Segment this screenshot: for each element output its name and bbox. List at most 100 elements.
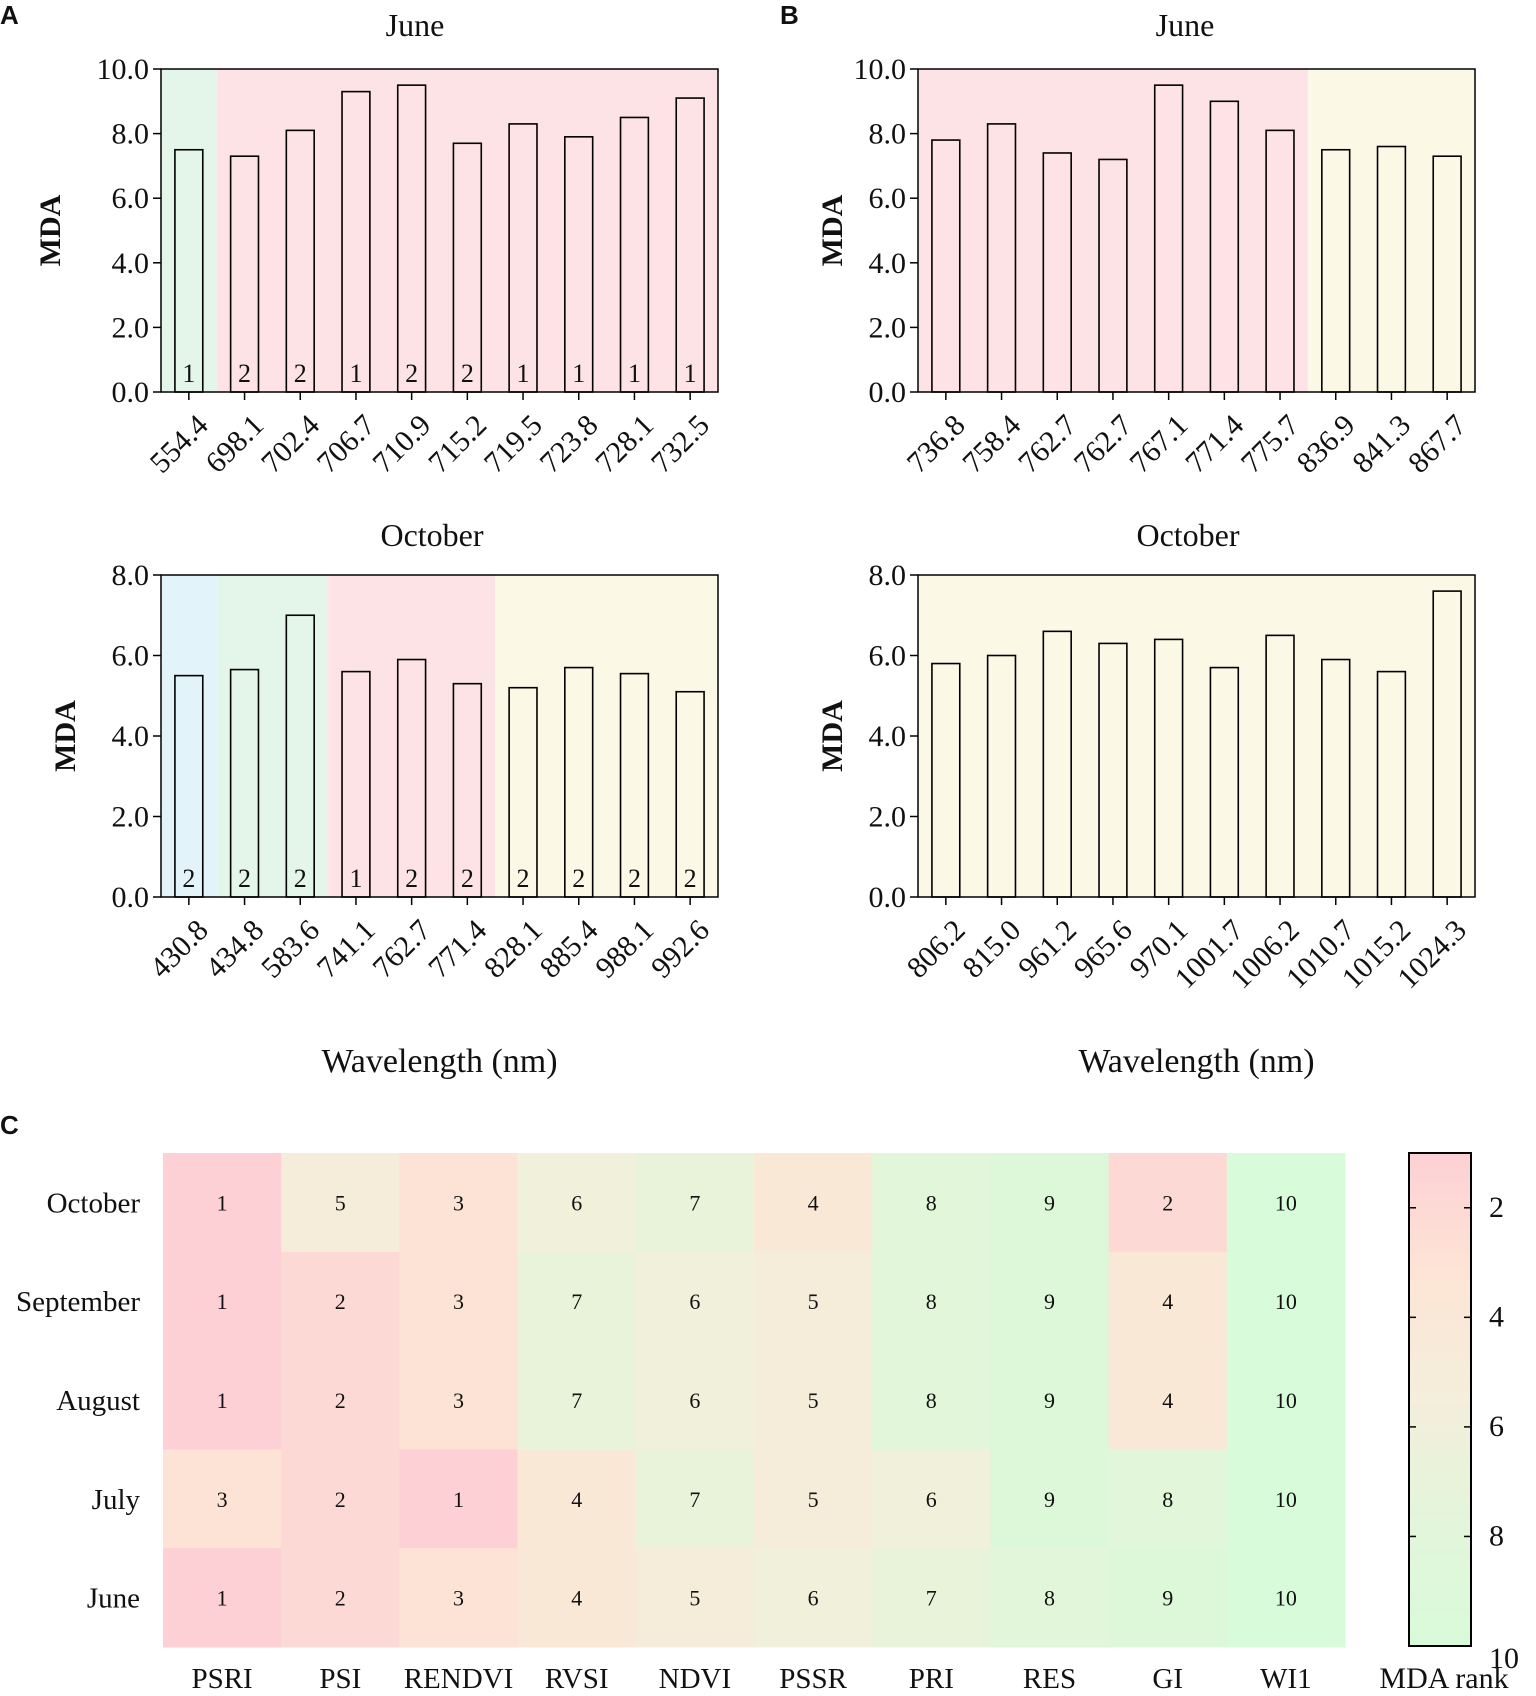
bar-label: 2 (517, 864, 530, 893)
heatmap-cell-value: 7 (571, 1388, 582, 1413)
heatmap-cell (1226, 1548, 1346, 1648)
heatmap-cell (990, 1251, 1110, 1352)
y-tick-label: 8.0 (112, 118, 150, 151)
background-region (161, 575, 217, 897)
heatmap-cell (399, 1449, 519, 1549)
bar-label: 2 (182, 864, 195, 893)
heatmap-cell (163, 1153, 282, 1253)
chart-A_october: 2 2 2 1 2 2 2 2 2 2 0.0 2.0 4.0 6.0 8.0 430.8434.8583.6… (49, 517, 719, 1080)
heatmap-cell-value: 10 (1275, 1289, 1297, 1314)
heatmap-cell-value: 5 (689, 1586, 700, 1611)
heatmap-cell-value: 9 (1044, 1487, 1055, 1512)
bar-label: 2 (684, 864, 697, 893)
heatmap-cell (754, 1449, 873, 1549)
heatmap-cell-value: 4 (571, 1586, 582, 1611)
y-tick-label: 8.0 (869, 118, 907, 151)
heatmap-cell (163, 1548, 282, 1648)
heatmap-cell (990, 1153, 1110, 1253)
bar-label: 2 (572, 864, 585, 893)
heatmap-cell-value: 1 (217, 1388, 228, 1413)
heatmap-column-label: PSSR (779, 1663, 847, 1691)
heatmap-column-label: GI (1152, 1663, 1183, 1691)
heatmap-cell (990, 1449, 1110, 1549)
chart-title: June (1156, 7, 1215, 43)
heatmap-cell (1226, 1449, 1346, 1549)
heatmap-row-label: August (56, 1385, 140, 1417)
bar-label: 1 (182, 359, 195, 388)
heatmap-cell (281, 1153, 400, 1253)
heatmap-row-label: October (47, 1187, 141, 1219)
heatmap-cell-value: 7 (926, 1586, 937, 1611)
y-tick-label: 8.0 (112, 559, 150, 592)
x-tick-label: 736.8 (901, 408, 972, 479)
x-tick-label: 583.6 (255, 913, 326, 984)
bar-label: 1 (517, 359, 530, 388)
background-region (918, 575, 1475, 897)
heatmap-cell (1108, 1251, 1228, 1352)
heatmap-cell-value: 10 (1275, 1190, 1297, 1215)
heatmap-cell (1108, 1548, 1228, 1648)
x-tick-label: 762.7 (366, 913, 437, 984)
bar-label: 2 (294, 864, 307, 893)
y-tick-label: 0.0 (112, 376, 150, 409)
heatmap-cell (1108, 1153, 1228, 1253)
x-tick-label: 762.7 (1068, 408, 1139, 479)
y-tick-label: 0.0 (869, 376, 907, 409)
x-tick-label: 992.6 (645, 913, 716, 984)
heatmap-cell-value: 9 (1162, 1586, 1173, 1611)
heatmap-cell-value: 3 (453, 1289, 464, 1314)
chart-title: October (1136, 517, 1239, 553)
x-tick-label: 965.6 (1068, 913, 1139, 984)
heatmap-cell (990, 1548, 1110, 1648)
bar-label: 2 (294, 359, 307, 388)
heatmap-cell-value: 6 (926, 1487, 937, 1512)
heatmap-cell (754, 1548, 873, 1648)
heatmap-cell-value: 8 (1162, 1487, 1173, 1512)
heatmap-cell-value: 6 (689, 1388, 700, 1413)
colorbar-tick-label: 6 (1489, 1410, 1504, 1443)
heatmap-cell-value: 8 (926, 1289, 937, 1314)
heatmap-cell-value: 2 (335, 1586, 346, 1611)
x-tick-label: 719.5 (478, 408, 549, 479)
heatmap-cell (1226, 1251, 1346, 1352)
bar-label: 2 (238, 864, 251, 893)
colorbar-tick-label: 2 (1489, 1191, 1504, 1224)
heatmap-cell (1226, 1350, 1346, 1450)
background-region (216, 575, 329, 897)
x-tick-label: 828.1 (478, 913, 549, 984)
bar-label: 1 (684, 359, 697, 388)
chart-title: October (380, 517, 483, 553)
heatmap-cell (872, 1251, 991, 1352)
x-tick-label: 715.2 (422, 408, 493, 479)
heatmap-column-label: PSRI (191, 1663, 252, 1691)
x-tick-label: 728.1 (589, 408, 660, 479)
background-region (1307, 69, 1475, 392)
heatmap-cell-value: 10 (1275, 1388, 1297, 1413)
heatmap-cell (399, 1251, 519, 1352)
heatmap-cell (517, 1350, 637, 1450)
bar-label: 2 (405, 864, 418, 893)
chart-title: June (386, 7, 445, 43)
heatmap-column-label: PRI (909, 1663, 954, 1691)
colorbar-tick-label: 8 (1489, 1519, 1504, 1552)
y-axis-label: MDA (49, 700, 82, 772)
heatmap-cell-value: 8 (1044, 1586, 1055, 1611)
heatmap-cell-value: 6 (571, 1190, 582, 1215)
heatmap-cell-value: 3 (217, 1487, 228, 1512)
heatmap-cell-value: 3 (453, 1586, 464, 1611)
heatmap-cell-value: 10 (1275, 1487, 1297, 1512)
x-tick-label: 702.4 (255, 408, 326, 479)
bar-label: 1 (628, 359, 641, 388)
y-tick-label: 6.0 (869, 640, 907, 673)
bar-label: 2 (628, 864, 641, 893)
chart-B_october: 0.02.04.06.08.0806.2815.0961.2965.6970.1… (816, 517, 1476, 1080)
heatmap-cell-value: 6 (689, 1289, 700, 1314)
heatmap-cell (1108, 1350, 1228, 1450)
heatmap-cell-value: 9 (1044, 1190, 1055, 1215)
y-tick-label: 6.0 (112, 640, 150, 673)
heatmap-cell (1108, 1449, 1228, 1549)
y-tick-label: 4.0 (112, 720, 150, 753)
heatmap-cell (517, 1251, 637, 1352)
y-tick-label: 0.0 (869, 881, 907, 914)
y-tick-label: 2.0 (869, 311, 907, 344)
